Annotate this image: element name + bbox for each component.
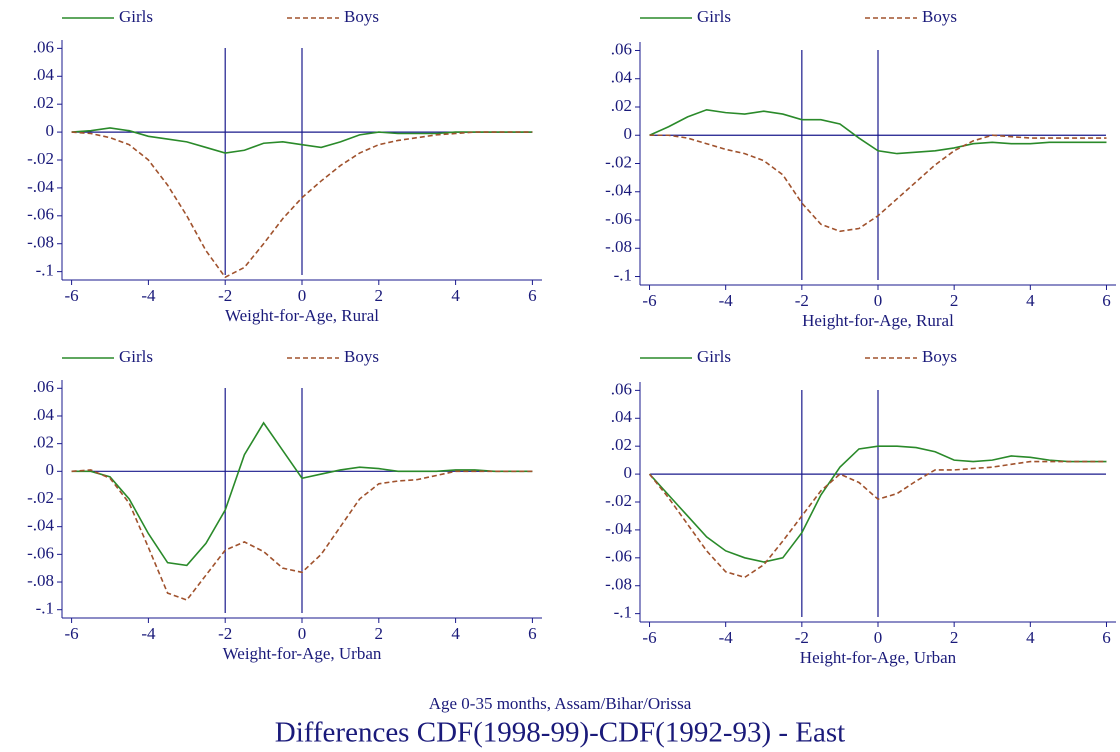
x-tick-label: -2 (795, 291, 809, 310)
x-tick-label: -2 (218, 286, 232, 305)
y-tick-label: -.04 (605, 519, 632, 538)
y-tick-label: -.02 (27, 488, 54, 507)
x-tick-label: 0 (298, 286, 307, 305)
legend-label: Girls (697, 347, 731, 366)
y-tick-label: .04 (611, 407, 633, 426)
y-tick-label: .06 (611, 39, 632, 58)
x-axis-label: Weight-for-Age, Urban (223, 644, 382, 663)
y-tick-label: -.1 (614, 603, 632, 622)
x-tick-label: 6 (528, 624, 537, 643)
y-tick-label: -.1 (36, 599, 54, 618)
y-tick-label: .06 (611, 379, 632, 398)
y-tick-label: -.02 (27, 149, 54, 168)
y-tick-label: -.08 (27, 571, 54, 590)
y-tick-label: -.02 (605, 491, 632, 510)
x-tick-label: -6 (642, 291, 656, 310)
legend-label: Boys (922, 347, 957, 366)
y-tick-label: .06 (33, 377, 54, 396)
legend-label: Girls (119, 7, 153, 26)
series-line (648, 445, 1107, 563)
y-tick-label: .02 (611, 96, 632, 115)
y-tick-label: .04 (33, 65, 55, 84)
y-tick-label: .02 (33, 93, 54, 112)
legend-label: Boys (344, 347, 379, 366)
legend-label: Boys (344, 7, 379, 26)
x-tick-label: 2 (950, 291, 959, 310)
x-tick-label: 4 (451, 286, 460, 305)
x-tick-label: 2 (375, 286, 384, 305)
y-tick-label: .06 (33, 37, 54, 56)
x-tick-label: -4 (719, 291, 734, 310)
series-line (71, 421, 533, 567)
y-tick-label: -.1 (36, 261, 54, 280)
x-tick-label: 4 (1026, 628, 1035, 647)
y-tick-label: 0 (46, 121, 55, 140)
x-tick-label: 0 (298, 624, 307, 643)
y-tick-label: -.08 (605, 575, 632, 594)
x-tick-label: -6 (642, 628, 656, 647)
y-tick-label: .04 (33, 405, 55, 424)
y-tick-label: .02 (33, 433, 54, 452)
x-tick-label: 4 (451, 624, 460, 643)
x-axis-label: Height-for-Age, Urban (800, 648, 957, 667)
chart-subtitle: Age 0-35 months, Assam/Bihar/Orissa (429, 694, 692, 713)
series-line (649, 108, 1107, 155)
x-tick-label: -6 (65, 624, 79, 643)
y-tick-label: -.1 (614, 265, 632, 284)
legend-label: Girls (697, 7, 731, 26)
y-tick-label: -.06 (605, 547, 632, 566)
x-tick-label: -2 (795, 628, 809, 647)
x-tick-label: -4 (719, 628, 734, 647)
y-tick-label: 0 (46, 460, 55, 479)
y-tick-label: -.06 (27, 205, 54, 224)
x-tick-label: -2 (218, 624, 232, 643)
x-tick-label: 6 (1102, 628, 1111, 647)
y-tick-label: -.08 (27, 233, 54, 252)
y-tick-label: -.06 (605, 209, 632, 228)
series-line (71, 131, 533, 279)
series-line (71, 127, 533, 154)
x-tick-label: 4 (1026, 291, 1035, 310)
legend-label: Boys (922, 7, 957, 26)
y-tick-label: -.02 (605, 152, 632, 171)
x-tick-label: 0 (874, 291, 883, 310)
series-line (71, 469, 533, 601)
x-axis-label: Weight-for-Age, Rural (225, 306, 379, 325)
x-tick-label: 2 (950, 628, 959, 647)
x-axis-label: Height-for-Age, Rural (802, 311, 954, 330)
x-tick-label: 6 (528, 286, 537, 305)
x-tick-label: -6 (65, 286, 79, 305)
y-tick-label: 0 (624, 124, 633, 143)
y-tick-label: -.08 (605, 237, 632, 256)
legend-label: Girls (119, 347, 153, 366)
y-tick-label: .04 (611, 68, 633, 87)
series-line (649, 134, 1107, 233)
series-line (648, 460, 1107, 579)
x-tick-label: 0 (874, 628, 883, 647)
y-tick-label: -.04 (27, 516, 54, 535)
y-tick-label: .02 (611, 435, 632, 454)
y-tick-label: -.04 (27, 177, 54, 196)
x-tick-label: 2 (375, 624, 384, 643)
x-tick-label: -4 (141, 624, 156, 643)
x-tick-label: -4 (141, 286, 156, 305)
x-tick-label: 6 (1102, 291, 1111, 310)
chart-title: Differences CDF(1998-99)-CDF(1992-93) - … (275, 717, 845, 749)
y-tick-label: -.06 (27, 543, 54, 562)
y-tick-label: -.04 (605, 181, 632, 200)
y-tick-label: 0 (624, 463, 633, 482)
